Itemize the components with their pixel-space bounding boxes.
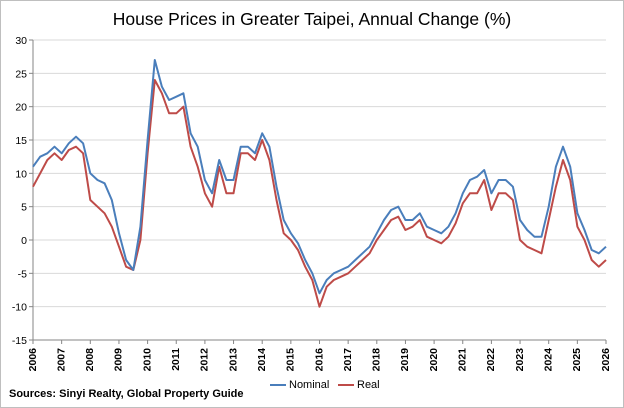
legend-item-nominal: Nominal (270, 379, 329, 391)
chart-title: House Prices in Greater Taipei, Annual C… (112, 9, 512, 29)
x-tick-label: 2006 (27, 348, 39, 372)
legend-item-real: Real (338, 379, 380, 391)
x-tick-label: 2008 (84, 348, 96, 372)
y-tick-label: 10 (15, 168, 27, 180)
y-tick-label: -15 (12, 335, 27, 347)
y-tick-label: 15 (15, 135, 27, 147)
grid-lines (33, 39, 606, 308)
legend-swatch-nominal (270, 384, 286, 387)
legend-label-nominal: Nominal (289, 379, 330, 391)
y-tick-label: -5 (18, 268, 27, 280)
x-tick-label: 2023 (514, 348, 526, 372)
x-tick-label: 2024 (542, 348, 554, 372)
x-tick-label: 2015 (285, 348, 297, 372)
series-line-nominal (32, 59, 607, 295)
legend-swatch-real (338, 384, 354, 387)
series-line-real (32, 79, 607, 308)
x-tick-label: 2013 (227, 348, 239, 372)
x-tick-label: 2026 (600, 348, 612, 372)
x-tick-label: 2010 (141, 348, 153, 372)
x-tick-label: 2020 (428, 348, 440, 372)
series-lines (32, 59, 607, 308)
x-tick-label: 2016 (313, 348, 325, 372)
x-tick-label: 2009 (113, 348, 125, 372)
y-tick-label: 30 (15, 35, 27, 47)
x-tick-label: 2021 (457, 348, 469, 372)
y-tick-labels: 30 25 20 15 10 5 0 -5 -10 -15 (12, 35, 27, 347)
x-tick-label: 2007 (55, 348, 67, 372)
source-note: Sources: Sinyi Realty, Global Property G… (9, 388, 244, 400)
x-tick-label: 2022 (485, 348, 497, 372)
y-tick-label: 25 (15, 68, 27, 80)
y-tick-label: 20 (15, 102, 27, 114)
x-tick-label: 2014 (256, 348, 268, 372)
y-tick-label: 0 (21, 235, 27, 247)
x-tick-label: 2025 (571, 348, 583, 372)
x-tick-label: 2019 (399, 348, 411, 372)
x-tick-label: 2018 (371, 348, 383, 372)
axes (29, 39, 607, 344)
x-tick-label: 2012 (199, 348, 211, 372)
y-tick-label: -10 (12, 302, 27, 314)
x-tick-label: 2017 (342, 348, 354, 372)
x-tick-label: 2011 (170, 348, 182, 371)
legend-label-real: Real (357, 379, 380, 391)
x-tick-labels: 2006 2007 2008 2009 2010 2011 2012 2013 2014 2015… (27, 348, 612, 372)
y-tick-label: 5 (21, 202, 27, 214)
